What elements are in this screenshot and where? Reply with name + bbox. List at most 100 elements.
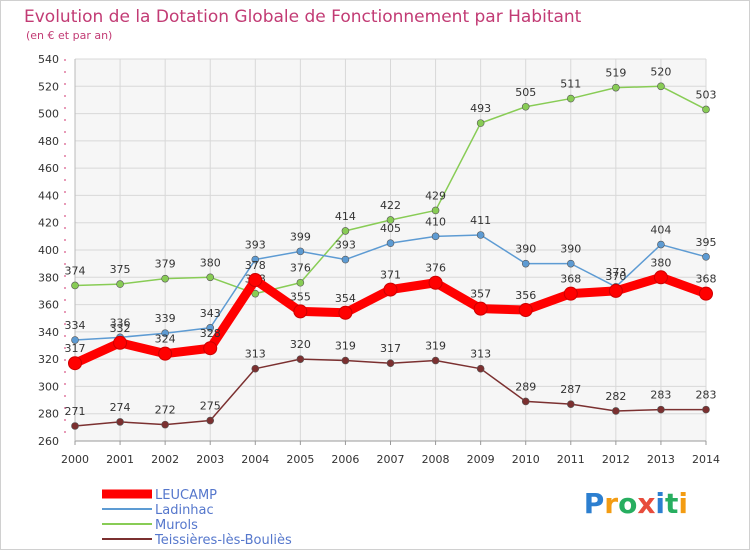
data-label: 520 <box>650 65 671 78</box>
data-label: 368 <box>696 273 717 286</box>
data-point <box>338 305 353 320</box>
legend-label: LEUCAMP <box>155 488 217 503</box>
data-label: 328 <box>200 327 221 340</box>
data-label: 370 <box>605 270 626 283</box>
x-tick-label: 2002 <box>151 453 179 466</box>
data-label: 332 <box>110 322 131 335</box>
x-tick-label: 2010 <box>512 453 540 466</box>
data-point <box>612 83 620 92</box>
data-point <box>68 356 82 371</box>
data-point <box>521 259 530 268</box>
data-label: 410 <box>425 215 446 228</box>
data-label: 503 <box>696 88 717 101</box>
data-label: 414 <box>335 210 356 223</box>
data-point <box>341 255 350 264</box>
x-tick-label: 2005 <box>286 453 314 466</box>
data-point <box>566 400 575 408</box>
data-label: 379 <box>155 258 176 271</box>
legend-label: Ladinhac <box>155 503 214 518</box>
data-point <box>71 281 79 290</box>
x-tick-label: 2012 <box>602 453 630 466</box>
data-label: 393 <box>245 239 266 252</box>
data-point <box>521 102 530 111</box>
data-point <box>653 270 668 285</box>
x-tick-label: 2014 <box>692 453 720 466</box>
data-point <box>386 216 395 224</box>
data-point <box>702 105 710 114</box>
data-label: 317 <box>380 342 401 355</box>
y-tick-label: 540 <box>38 53 59 66</box>
data-label: 271 <box>65 405 86 418</box>
y-tick-label: 400 <box>38 244 59 257</box>
data-label: 371 <box>380 269 401 282</box>
x-tick-label: 2013 <box>647 453 675 466</box>
data-point <box>248 273 263 288</box>
data-label: 411 <box>470 214 491 227</box>
data-label: 375 <box>110 263 131 276</box>
data-label: 283 <box>696 389 717 402</box>
data-point <box>386 359 395 368</box>
data-point <box>428 275 443 290</box>
logo-letter: t <box>665 487 679 520</box>
data-point <box>116 280 124 288</box>
x-tick-label: 2000 <box>61 453 89 466</box>
y-tick-label: 360 <box>38 299 59 312</box>
data-point <box>206 323 215 332</box>
y-tick-label: 420 <box>38 217 59 230</box>
data-label: 380 <box>650 256 671 269</box>
logo-letter: r <box>604 487 619 520</box>
data-label: 368 <box>560 273 581 286</box>
data-point <box>612 407 620 415</box>
y-tick-labels: 260 280 300 320 340 360 380 400 420 440 460 480 500 5… <box>38 53 59 448</box>
data-label: 376 <box>425 262 446 275</box>
data-point <box>563 286 578 301</box>
data-point <box>293 304 308 319</box>
data-label: 287 <box>560 383 581 396</box>
data-point <box>206 273 215 282</box>
data-label: 272 <box>155 404 176 417</box>
data-point <box>566 94 575 103</box>
x-tick-label: 2008 <box>422 453 450 466</box>
y-tick-label: 320 <box>38 353 59 366</box>
data-label: 376 <box>290 262 311 275</box>
data-point <box>518 303 533 318</box>
series-ladinhac: 334 336 339 343 393 399 393 405 410 411 390 390 373 4… <box>65 214 717 344</box>
data-label: 317 <box>65 342 86 355</box>
data-label: 380 <box>200 256 221 269</box>
x-tick-label: 2006 <box>331 453 359 466</box>
data-point <box>702 253 710 261</box>
data-label: 354 <box>335 292 356 305</box>
data-label: 429 <box>425 189 446 202</box>
y-tick-label: 380 <box>38 271 59 284</box>
data-label: 505 <box>515 86 536 99</box>
data-label: 313 <box>470 348 491 361</box>
logo-letter: P <box>583 487 605 520</box>
x-tick-labels: 2000 2001 2002 2003 2004 2005 2006 2007 2008 2009… <box>61 441 720 466</box>
data-label: 393 <box>335 239 356 252</box>
y-tick-label: 460 <box>38 162 59 175</box>
data-point <box>251 255 260 264</box>
data-label: 395 <box>696 236 717 249</box>
data-label: 356 <box>515 289 536 302</box>
data-label: 334 <box>65 319 86 332</box>
data-label: 399 <box>290 230 311 243</box>
data-label: 324 <box>155 333 176 346</box>
data-point <box>521 397 530 406</box>
data-label: 339 <box>155 312 176 325</box>
chart-title: Evolution de la Dotation Globale de Fonc… <box>24 7 582 27</box>
x-tick-label: 2011 <box>557 453 585 466</box>
data-point <box>71 422 79 430</box>
data-label: 282 <box>605 390 626 403</box>
data-point <box>431 206 440 215</box>
data-label: 319 <box>425 340 446 353</box>
data-point <box>702 405 710 414</box>
proxiti-logo: Proxiti <box>584 487 688 520</box>
y-tick-label: 280 <box>38 408 59 421</box>
y-tick-label: 500 <box>38 108 59 121</box>
x-tick-label: 2009 <box>467 453 495 466</box>
data-point <box>657 405 665 414</box>
data-point <box>158 346 173 361</box>
data-label: 289 <box>515 380 536 393</box>
data-label: 390 <box>515 243 536 256</box>
data-point <box>657 82 665 91</box>
